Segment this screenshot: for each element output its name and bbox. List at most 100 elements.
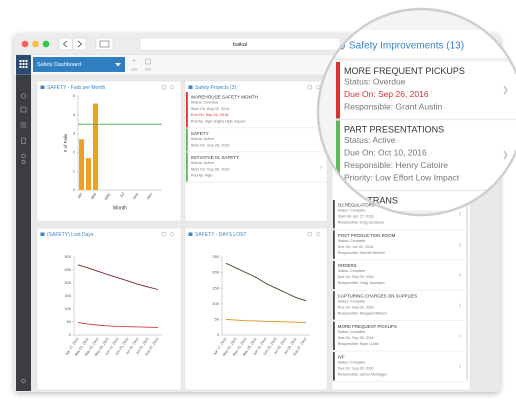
x-tick-label: Jan bbox=[76, 192, 84, 200]
item-detail: Start On: Aug 02, 2016 bbox=[191, 107, 230, 111]
item-detail: Due On: Jun 02, 2016 bbox=[338, 245, 373, 249]
x-tick-label: Mar bbox=[90, 191, 98, 200]
chart-icon bbox=[40, 85, 45, 89]
chevron bbox=[459, 212, 462, 217]
document-icon[interactable] bbox=[21, 137, 26, 144]
item-detail: Due On: Sep 09, 2016 bbox=[338, 275, 374, 279]
item-detail: Due On: Sep 28, 2016 bbox=[338, 366, 374, 370]
status-bar bbox=[186, 128, 188, 152]
y-tick-label: 5 bbox=[73, 93, 76, 98]
list-item bbox=[186, 92, 326, 128]
x-tick-label: May bbox=[103, 192, 111, 201]
users-icon[interactable] bbox=[21, 153, 26, 159]
chart-icon bbox=[40, 232, 45, 236]
bar bbox=[85, 158, 92, 190]
item-detail: Status: Overdue bbox=[191, 101, 218, 105]
item-title: POST PRODUCTION ROOM bbox=[338, 233, 396, 238]
y-tick-label: 150 bbox=[64, 293, 71, 298]
edit-icon[interactable] bbox=[145, 58, 151, 65]
item-detail: Status: Overdue bbox=[344, 77, 406, 87]
item-title: O2 REGULATORS bbox=[338, 202, 375, 207]
gear-icon[interactable] bbox=[21, 378, 26, 384]
zoom-button[interactable] bbox=[42, 40, 50, 48]
chevron bbox=[503, 85, 508, 95]
item-detail: Responsible: James Montague bbox=[338, 372, 387, 376]
settings-icon[interactable] bbox=[21, 160, 26, 164]
minimize-button[interactable] bbox=[32, 40, 39, 48]
magnifier-content: Safety Improvements (13) MORE FREQUENT P… bbox=[318, 9, 516, 215]
item-detail: Responsible: Craig Jacobson bbox=[338, 281, 385, 285]
x-tick-label: Nov bbox=[145, 192, 153, 201]
ideas-icon[interactable] bbox=[20, 93, 26, 99]
dashboard-name: Safety Dashboard bbox=[37, 62, 81, 68]
line-series bbox=[225, 318, 307, 323]
line-series bbox=[225, 262, 307, 302]
status-bar bbox=[333, 230, 335, 259]
y-tick-label: 0 bbox=[69, 332, 72, 337]
item-detail: Status: Active bbox=[191, 161, 214, 165]
bar bbox=[92, 103, 99, 190]
magnifier-rim bbox=[316, 7, 516, 217]
chevron bbox=[459, 364, 462, 369]
panel-title: (SAFETY) Lost Days bbox=[47, 232, 94, 238]
status-bar bbox=[333, 260, 335, 290]
item-detail: Start On: Sep 28, 2016 bbox=[191, 143, 230, 147]
calendar-icon[interactable] bbox=[20, 106, 27, 113]
item-detail: Start On: Sep 08, 2016 bbox=[191, 167, 230, 171]
item-detail: Status: Complete bbox=[338, 360, 366, 364]
item-title: WAREHOUSE SAFETY MONTH bbox=[191, 95, 258, 100]
x-tick-label: Sep bbox=[131, 191, 139, 200]
item-detail: Priority: High (High) High Impact bbox=[191, 119, 246, 123]
back-button[interactable] bbox=[58, 37, 73, 51]
item-title: INITIATIVE 01 SAFETY bbox=[191, 155, 239, 160]
item-title: SAFETY bbox=[191, 131, 209, 136]
list-item bbox=[333, 291, 465, 320]
y-tick-label: 200 bbox=[64, 280, 71, 285]
dashboard-dropdown[interactable] bbox=[33, 57, 125, 72]
y-tick-label: 1 bbox=[73, 168, 76, 173]
list-item bbox=[336, 62, 516, 119]
item-detail: Due On: Sep 09, 2016 bbox=[338, 306, 374, 310]
item-detail: Status: Complete bbox=[338, 269, 366, 273]
status-bar bbox=[186, 152, 188, 182]
status-bar bbox=[186, 92, 188, 128]
y-tick-label: 100 bbox=[64, 306, 71, 311]
item-detail: Responsible: Henry Catoire bbox=[344, 160, 448, 170]
y-tick-label: 2 bbox=[73, 149, 76, 154]
close-button[interactable] bbox=[21, 40, 29, 48]
item-detail: Responsible: Greg Jacobson bbox=[338, 220, 384, 224]
y-tick-label: 250 bbox=[212, 254, 219, 259]
item-title: MORE FREQUENT PICKUPS bbox=[338, 324, 397, 329]
x-axis-label: Month bbox=[113, 205, 127, 211]
panel bbox=[36, 227, 182, 391]
y-tick-label: 300 bbox=[64, 254, 71, 259]
chevron bbox=[459, 303, 462, 308]
line-series bbox=[77, 322, 159, 328]
list-item bbox=[333, 321, 465, 350]
chevron bbox=[459, 273, 462, 277]
status-bar bbox=[333, 352, 335, 381]
y-tick-label: 4 bbox=[73, 112, 76, 117]
list-item bbox=[333, 230, 465, 259]
chevron bbox=[320, 165, 323, 169]
status-bar bbox=[333, 291, 335, 320]
scrollbar[interactable] bbox=[466, 200, 468, 380]
item-detail: Due On: Sep 26, 2016 bbox=[344, 89, 429, 99]
chart-icon bbox=[188, 232, 193, 236]
add-icon[interactable]: + bbox=[132, 59, 136, 65]
sidebar-button[interactable] bbox=[95, 37, 114, 51]
item-detail: Responsible: Grant Austin bbox=[344, 102, 443, 112]
list-item bbox=[186, 152, 326, 182]
forward-button[interactable] bbox=[72, 37, 87, 51]
item-detail: Responsible: Ryan Conlin bbox=[338, 342, 379, 346]
panel bbox=[184, 227, 328, 391]
status-bar bbox=[333, 200, 335, 229]
chevron bbox=[459, 242, 462, 247]
chevron bbox=[459, 333, 462, 338]
y-tick-label: 50 bbox=[67, 319, 72, 324]
page-title: baikal bbox=[233, 42, 247, 48]
y-tick-label: 250 bbox=[64, 267, 71, 272]
address-bar[interactable] bbox=[139, 37, 341, 51]
chevron bbox=[503, 150, 508, 160]
